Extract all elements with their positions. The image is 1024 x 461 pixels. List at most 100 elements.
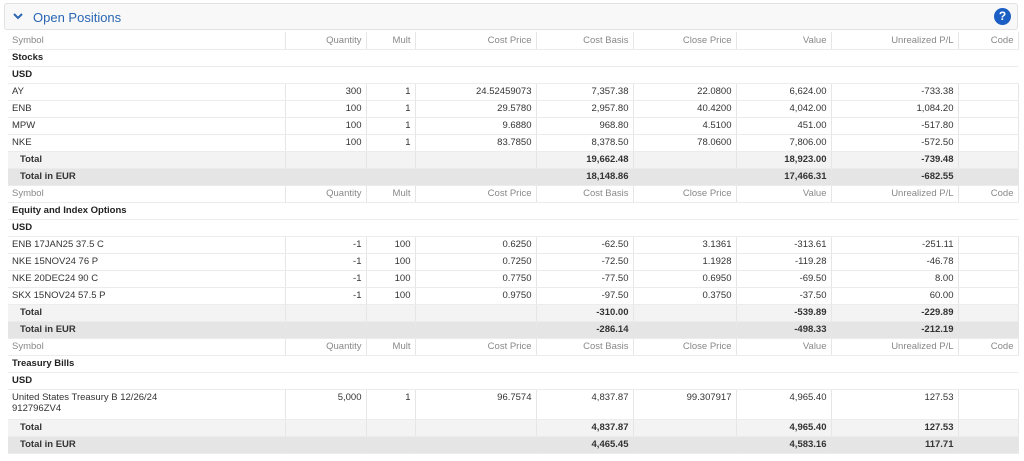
cell: -72.50 [536, 253, 634, 271]
position-row: MPW 100 1 9.6880 968.80 4.5100 451.00 -517.80 [8, 117, 1019, 135]
column-header: Mult [366, 185, 416, 203]
cell: -46.78 [831, 253, 959, 271]
cell: NKE [8, 134, 286, 152]
cell: 4.5100 [633, 117, 737, 135]
cell: -733.38 [831, 83, 959, 101]
help-button[interactable]: ? [994, 8, 1011, 25]
cell: 127.53 [831, 389, 959, 420]
cell: 7,357.38 [536, 83, 634, 101]
currency-row: USD [8, 66, 1018, 84]
cell [633, 168, 737, 186]
cell [415, 436, 537, 454]
cell: 300 [285, 83, 367, 101]
total-label: Total [8, 304, 286, 322]
total-value: 4,965.40 [736, 419, 832, 437]
cell: 0.9750 [415, 287, 537, 305]
column-header: Code [958, 338, 1019, 356]
cell [415, 168, 537, 186]
column-header: Code [958, 185, 1019, 203]
cell [366, 304, 416, 322]
cell [415, 304, 537, 322]
code-cell [958, 236, 1019, 254]
total-value: -539.89 [736, 304, 832, 322]
total-unrealized-pl: 127.53 [831, 419, 959, 437]
cell: 100 [285, 117, 367, 135]
total-value: 18,923.00 [736, 151, 832, 169]
column-header: Unrealized P/L [831, 32, 959, 50]
cell [633, 436, 737, 454]
cell: -97.50 [536, 287, 634, 305]
position-row: SKX 15NOV24 57.5 P -1 100 0.9750 -97.50 0.375… [8, 287, 1019, 305]
total-row: Total -310.00 -539.89 -229.89 [8, 304, 1019, 322]
position-row: United States Treasury B 12/26/24 912796… [8, 389, 1019, 420]
cell [415, 151, 537, 169]
column-header: Close Price [633, 338, 737, 356]
code-cell [958, 83, 1019, 101]
cell [958, 419, 1019, 437]
cell: 451.00 [736, 117, 832, 135]
cell: -69.50 [736, 270, 832, 288]
column-header: Quantity [285, 32, 367, 50]
column-header: Unrealized P/L [831, 185, 959, 203]
panel-header[interactable]: Open Positions ? [4, 3, 1018, 30]
position-row: NKE 20DEC24 90 C -1 100 0.7750 -77.50 0.6950-… [8, 270, 1019, 288]
code-cell [958, 117, 1019, 135]
cell: ENB [8, 100, 286, 118]
total-cost-basis: 4,837.87 [536, 419, 634, 437]
cell: 99.307917 [633, 389, 737, 420]
cell: -1 [285, 287, 367, 305]
cell: 100 [366, 236, 416, 254]
section-row: Treasury Bills [8, 355, 1018, 373]
position-row: ENB 100 1 29.5780 2,957.80 40.4200 4,042.00 1,0… [8, 100, 1019, 118]
chevron-icon[interactable] [13, 11, 23, 21]
currency-label: USD [8, 219, 1018, 237]
cell: 8,378.50 [536, 134, 634, 152]
cell: 100 [366, 270, 416, 288]
column-header: Close Price [633, 32, 737, 50]
column-header: Symbol [8, 185, 286, 203]
column-header: Close Price [633, 185, 737, 203]
positions-table: Symbol Quantity Mult Cost Price Cost Basis Cl… [8, 32, 1019, 454]
total-value: -498.33 [736, 321, 832, 339]
cell: 24.52459073 [415, 83, 537, 101]
panel-title[interactable]: Open Positions [33, 10, 122, 25]
section-title: Stocks [8, 49, 1018, 67]
cell: 78.0600 [633, 134, 737, 152]
column-header: Code [958, 32, 1019, 50]
cell: 0.7750 [415, 270, 537, 288]
cell: 100 [366, 253, 416, 271]
currency-label: USD [8, 66, 1018, 84]
code-cell [958, 389, 1019, 420]
cell [633, 304, 737, 322]
total-cost-basis: -286.14 [536, 321, 634, 339]
cell: -1 [285, 253, 367, 271]
column-header: Value [736, 32, 832, 50]
code-cell [958, 253, 1019, 271]
cell: NKE 20DEC24 90 C [8, 270, 286, 288]
cell [415, 321, 537, 339]
total-cost-basis: 18,148.86 [536, 168, 634, 186]
total-row: Total 19,662.48 18,923.00 -739.48 [8, 151, 1019, 169]
column-header: Cost Price [415, 185, 537, 203]
cell: NKE 15NOV24 76 P [8, 253, 286, 271]
position-row: AY 300 1 24.52459073 7,357.38 22.0800 6,624.00… [8, 83, 1019, 101]
cell: -37.50 [736, 287, 832, 305]
cell: -251.11 [831, 236, 959, 254]
cell: 0.3750 [633, 287, 737, 305]
cell: MPW [8, 117, 286, 135]
column-header: Cost Basis [536, 32, 634, 50]
cell: -572.50 [831, 134, 959, 152]
total-cost-basis: 19,662.48 [536, 151, 634, 169]
total-value: 17,466.31 [736, 168, 832, 186]
position-row: NKE 15NOV24 76 P -1 100 0.7250 -72.50 1.1928-… [8, 253, 1019, 271]
total-eur-row: Total in EUR 4,465.45 4,583.16 117.71 [8, 436, 1019, 454]
cell: -1 [285, 236, 367, 254]
position-row: NKE 100 1 83.7850 8,378.50 78.0600 7,806.00 -57… [8, 134, 1019, 152]
cell: 100 [285, 134, 367, 152]
total-label: Total [8, 419, 286, 437]
column-header: Cost Basis [536, 185, 634, 203]
total-label: Total in EUR [8, 321, 286, 339]
currency-row: USD [8, 372, 1018, 390]
cell [415, 419, 537, 437]
cell [366, 419, 416, 437]
